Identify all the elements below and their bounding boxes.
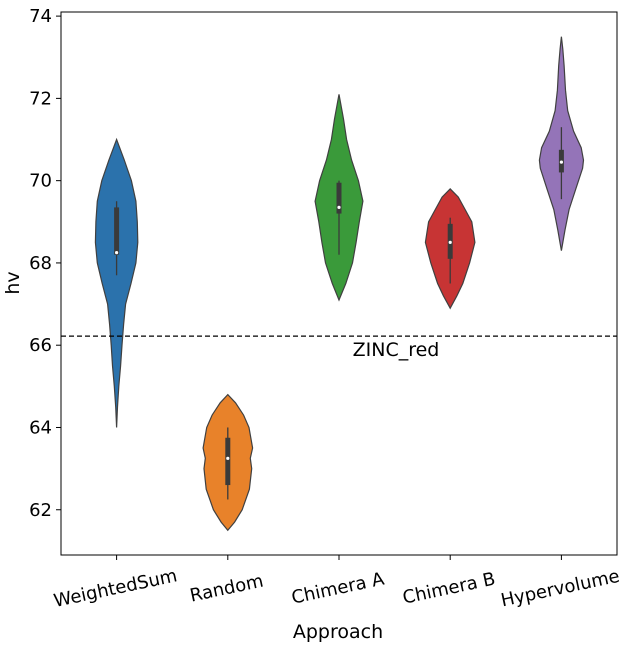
violin-median-dot — [226, 456, 230, 460]
y-tick-label: 64 — [29, 417, 52, 438]
x-axis-title: Approach — [293, 621, 383, 643]
x-axis-ticks: WeightedSum Random Chimera A Chimera B Hyper… — [52, 555, 622, 612]
violin-iqr-box — [336, 182, 342, 214]
violin-iqr-box — [114, 207, 120, 255]
y-tick-label: 70 — [29, 171, 52, 192]
violin-median-dot — [337, 205, 341, 209]
y-axis-title: hv — [2, 271, 24, 294]
reference-line-label: ZINC_red — [353, 339, 440, 361]
x-tick-label: Hypervolume — [499, 566, 622, 612]
violin-iqr-box — [225, 437, 231, 486]
x-tick-label: Random — [188, 571, 265, 607]
violin-median-dot — [115, 251, 119, 255]
violin-body — [94, 137, 139, 428]
y-tick-label: 72 — [29, 88, 52, 109]
y-tick-label: 66 — [29, 335, 52, 356]
y-tick-label: 74 — [29, 6, 52, 27]
violin-median-dot — [448, 240, 452, 244]
violin-median-dot — [559, 160, 564, 164]
y-tick-label: 68 — [29, 253, 52, 274]
x-tick-label: Chimera A — [290, 568, 387, 608]
x-tick-label: WeightedSum — [52, 565, 179, 612]
y-axis-ticks: 62 64 66 68 70 72 74 — [29, 6, 61, 521]
x-tick-label: Chimera B — [401, 569, 497, 609]
y-tick-label: 62 — [29, 500, 52, 521]
violins-layer — [94, 36, 585, 532]
